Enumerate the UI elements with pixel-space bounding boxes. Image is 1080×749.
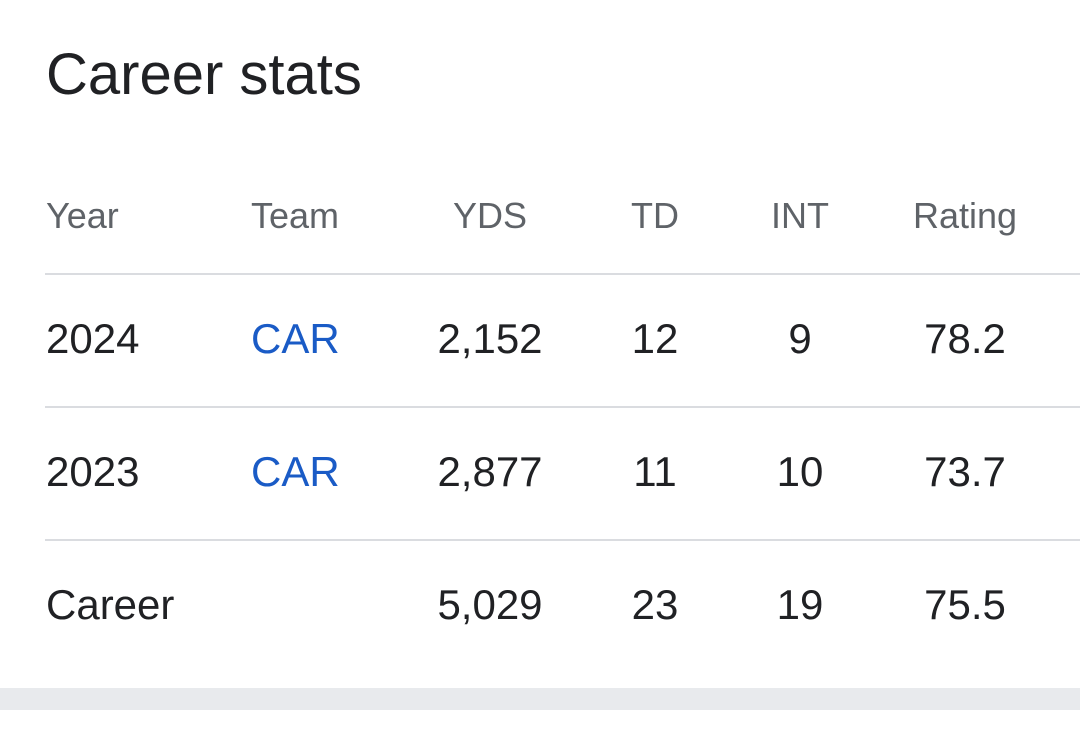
section-separator	[0, 688, 1080, 710]
team-link[interactable]: CAR	[251, 315, 340, 362]
cell-yds: 5,029	[437, 581, 543, 628]
cell-rating: 73.7	[924, 448, 1006, 495]
team-link[interactable]: CAR	[251, 448, 340, 495]
cell-td: 11	[633, 448, 677, 495]
cell-rating: 78.2	[924, 315, 1006, 362]
cell-year: Career	[46, 581, 175, 628]
table-row: 2023 CAR 2,877 11 10 73.7	[45, 406, 1080, 539]
column-header-int: INT	[771, 195, 829, 236]
row-divider	[45, 273, 1080, 275]
card-title: Career stats	[46, 42, 362, 107]
table-row-career-total: Career 5,029 23 19 75.5	[45, 539, 1080, 673]
column-header-rating: Rating	[912, 195, 1018, 236]
cell-yds: 2,152	[437, 315, 543, 362]
column-header-yds: YDS	[452, 195, 528, 236]
career-stats-card: Career stats Year Team YDS TD INT Rating…	[45, 42, 1080, 673]
cell-year: 2024	[46, 315, 140, 362]
table-row: 2024 CAR 2,152 12 9 78.2	[45, 273, 1080, 406]
cell-int: 9	[788, 315, 812, 362]
cell-int: 10	[776, 448, 824, 495]
column-header-td: TD	[631, 195, 679, 236]
row-divider	[45, 539, 1080, 541]
cell-int: 19	[776, 581, 824, 628]
cell-td: 23	[631, 581, 679, 628]
cell-year: 2023	[46, 448, 140, 495]
column-header-year: Year	[46, 195, 119, 236]
cell-yds: 2,877	[437, 448, 543, 495]
career-stats-table: Year Team YDS TD INT Rating 2024 CAR 2,1…	[45, 160, 1080, 673]
row-divider	[45, 406, 1080, 408]
table-header-row: Year Team YDS TD INT Rating	[45, 160, 1080, 273]
column-header-team: Team	[251, 195, 340, 236]
cell-rating: 75.5	[924, 581, 1006, 628]
cell-td: 12	[631, 315, 679, 362]
